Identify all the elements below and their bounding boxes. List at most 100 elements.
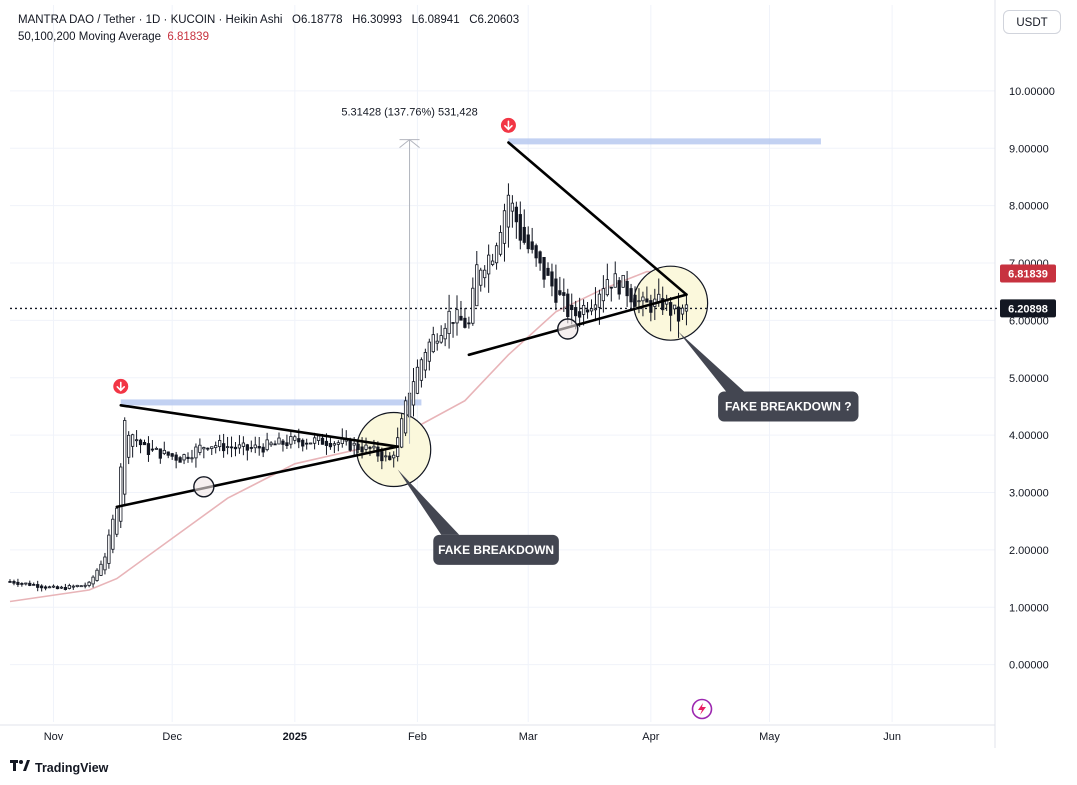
candle-body [475,264,479,307]
candle [221,433,226,458]
currency-unit-button[interactable]: USDT [1003,10,1061,34]
candle-body [257,445,261,449]
candle-body [431,334,435,353]
callout: FAKE BREAKDOWN [397,469,559,565]
candle-body [328,443,333,448]
price-axis-tick-label: 3.00000 [1009,488,1049,500]
candle [40,584,44,592]
candle [198,438,202,456]
candle-body [162,449,166,454]
time-axis-tick-label: Apr [642,731,659,743]
time-axis-tick-label: Mar [519,731,538,743]
candle [388,452,392,461]
candle-body [514,206,518,223]
candle [419,357,424,388]
candle-body [218,440,222,448]
candle [601,275,605,313]
legend-high: 6.30993 [360,14,403,26]
candle [36,580,40,592]
callout-box [718,391,859,422]
candle [293,434,297,445]
candle [178,455,182,463]
legend-close: 6.20603 [477,14,520,26]
candle [245,443,249,461]
candle [194,443,198,468]
candle-body [233,446,238,450]
candle [455,295,459,336]
legend-ma-row[interactable]: 50,100,200 Moving Average 6.81839 [18,29,519,46]
candle [154,446,158,450]
lightning-icon[interactable] [691,698,713,720]
candle-body [672,304,677,310]
candle-body [166,451,170,456]
candle-body [8,581,12,583]
candle-body [221,443,226,452]
candle [119,463,123,528]
candle-body [214,445,218,449]
candle-body [131,434,135,447]
candle-body [423,352,427,371]
candle [28,580,32,587]
candle [546,262,550,276]
legend-style: Heikin Ashi [225,14,283,26]
candle-body [253,444,257,449]
candle [63,583,68,591]
candle [281,439,285,452]
candle [581,299,586,326]
candle [483,265,487,288]
candle-body [146,443,151,455]
candle-body [384,455,388,458]
candle-body [649,300,653,313]
candle-body [522,226,526,243]
price-axis-tick-label: 10.00000 [1009,86,1055,98]
candle [629,283,633,311]
price-axis-tick-label: 8.00000 [1009,201,1049,213]
candle-body [51,585,56,588]
candle [530,227,534,254]
candle [166,451,170,459]
candle-body [107,534,111,564]
candle [550,263,554,297]
tradingview-brand[interactable]: TradingView [10,760,108,775]
legend-symbol-row: MANTRA DAO / Tether · 1D · KUCOIN · Heik… [18,14,520,26]
candle [328,437,333,450]
time-axis-tick-label: Nov [44,731,64,743]
candle [534,243,538,267]
candle-body [617,280,621,295]
candle [336,440,340,452]
candle-body [633,294,637,307]
candle-body [138,439,143,446]
trend-line [119,404,399,448]
time-axis: Nov Dec 2025 Feb Mar Apr May Jun [44,731,901,743]
candle [443,323,447,347]
candle-body [24,582,28,585]
candle-body [154,448,158,450]
candle [518,201,522,250]
current-price-badge-bg [1000,299,1056,318]
trend-line [507,141,688,296]
candle-body [158,448,162,459]
sell-marker-icon [113,378,129,394]
candle [384,450,388,462]
candle [364,437,368,453]
candle [506,183,511,248]
current-price-badge: 6.20898 [1000,299,1056,318]
candle-body [320,437,325,445]
time-axis-tick-label: Jun [883,731,901,743]
candle-body [368,446,372,449]
sell-marker-icon [500,117,516,133]
candle [24,582,28,586]
candle-body [324,440,329,446]
legend-interval[interactable]: 1D [145,14,161,26]
callout-text: FAKE BREAKDOWN ? [725,399,852,413]
candle [8,579,12,583]
candle [625,270,629,307]
candle [253,436,257,454]
candle-body [534,245,538,259]
candle-body [150,448,155,451]
legend-symbol[interactable]: MANTRA DAO / Tether [18,14,136,26]
candle [170,452,174,460]
candle [471,277,475,326]
candle-body [348,439,352,451]
